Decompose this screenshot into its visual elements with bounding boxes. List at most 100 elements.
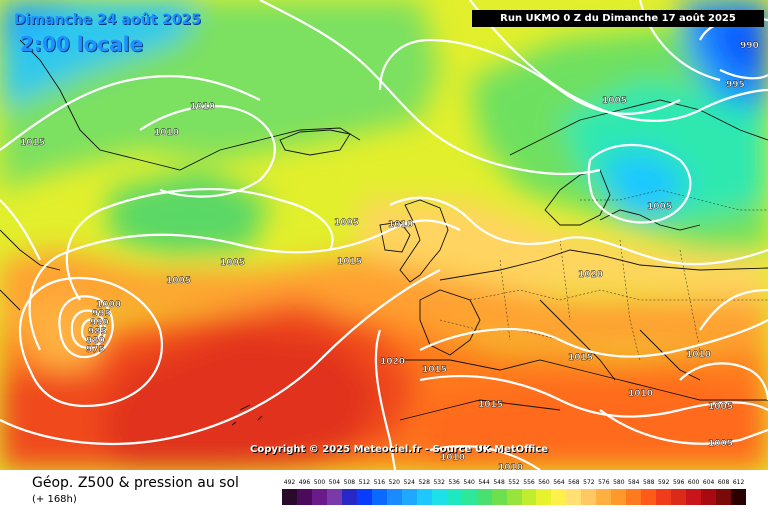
scale-value: 536 — [448, 479, 460, 486]
scale-swatch — [311, 489, 327, 505]
isobar-label: 1005 — [708, 402, 733, 412]
coastlines — [0, 39, 768, 426]
isobar-label: 995 — [726, 80, 745, 90]
scale-swatch — [356, 489, 372, 505]
scale-value: 540 — [463, 479, 475, 486]
scale-value: 596 — [672, 479, 685, 486]
geopotential-map: 1010 1010 1015 1005 1010 1005 1005 1015 … — [0, 0, 768, 470]
scale-value: 556 — [523, 479, 535, 486]
scale-swatch — [656, 489, 672, 505]
scale-swatch — [341, 489, 357, 505]
country-borders — [439, 189, 768, 361]
isobar-label: 1010 — [686, 350, 711, 360]
scale-value: 564 — [553, 479, 565, 486]
scale-swatch — [686, 489, 702, 505]
isobar-label: 1010 — [154, 128, 179, 138]
scale-swatch — [282, 489, 297, 505]
scale-value: 592 — [657, 479, 670, 486]
scale-value: 584 — [628, 479, 640, 486]
scale-swatch — [491, 489, 507, 505]
scale-swatch — [596, 489, 612, 505]
scale-swatch — [386, 489, 402, 505]
scale-swatch — [536, 489, 552, 505]
color-scale-values: 492 496 500 504 508 512 516 520 524 528 532 536 540 5… — [282, 479, 746, 486]
scale-value: 612 — [732, 479, 745, 486]
isobar-label: 1020 — [578, 270, 603, 280]
scale-swatch — [671, 489, 687, 505]
scale-value: 576 — [598, 479, 610, 486]
scale-value: 608 — [717, 479, 730, 486]
isobar-label: 1000 — [96, 300, 121, 310]
scale-value: 572 — [583, 479, 595, 486]
valid-date: Dimanche 24 août 2025 — [14, 12, 201, 28]
scale-swatch — [506, 489, 522, 505]
isobar-label: 995 — [92, 309, 111, 319]
isobar-label: 990 — [90, 318, 109, 328]
isobar-label: 1010 — [190, 102, 215, 112]
scale-value: 528 — [418, 479, 430, 486]
scale-swatch — [431, 489, 447, 505]
isobar-label: 1015 — [422, 365, 447, 375]
scale-swatch — [476, 489, 492, 505]
copyright-notice: Copyright © 2025 Meteociel.fr - Source U… — [250, 444, 549, 455]
scale-value: 516 — [373, 479, 386, 486]
scale-swatch — [416, 489, 432, 505]
scale-swatch — [581, 489, 597, 505]
scale-value: 520 — [388, 479, 400, 486]
scale-swatch — [326, 489, 342, 505]
scale-value: 568 — [568, 479, 580, 486]
scale-value: 524 — [403, 479, 415, 486]
isobar-label: 1020 — [380, 357, 405, 367]
isobar-label: 1010 — [440, 453, 465, 463]
isobar-label: 1005 — [166, 276, 191, 286]
local-time: 2:00 locale — [20, 32, 144, 56]
scale-value: 548 — [493, 479, 505, 486]
isobar-label: 1015 — [20, 138, 45, 148]
scale-swatch — [641, 489, 657, 505]
scale-value: 580 — [613, 479, 625, 486]
isobar-label: 975 — [86, 345, 105, 355]
scale-swatch — [446, 489, 462, 505]
scale-value: 588 — [643, 479, 655, 486]
isobar-label: 1005 — [334, 218, 359, 228]
scale-swatch — [566, 489, 582, 505]
geopotential-field — [0, 0, 768, 470]
isobar-label: 980 — [86, 336, 105, 346]
isobar-label: 1015 — [478, 400, 503, 410]
isobar-labels: 1010 1010 1015 1005 1010 1005 1005 1015 … — [20, 41, 759, 470]
scale-value: 600 — [687, 479, 700, 486]
scale-value: 508 — [343, 479, 356, 486]
scale-value: 492 — [283, 479, 296, 486]
scale-swatch — [461, 489, 477, 505]
scale-value: 500 — [313, 479, 326, 486]
isobar-label: 1015 — [568, 353, 593, 363]
scale-swatch — [701, 489, 717, 505]
isobar-label: 1005 — [220, 258, 245, 268]
isobar-label: 1010 — [388, 220, 413, 230]
isobar-label: 1005 — [602, 96, 627, 106]
scale-value: 544 — [478, 479, 490, 486]
forecast-hour: (+ 168h) — [32, 494, 77, 505]
scale-swatch — [716, 489, 732, 505]
parameter-title: Géop. Z500 & pression au sol — [32, 475, 239, 491]
scale-value: 512 — [358, 479, 371, 486]
run-info: Run UKMO 0 Z du Dimanche 17 août 2025 — [472, 10, 764, 27]
isobar-label: 990 — [740, 41, 759, 51]
color-scale: 492 496 500 504 508 512 516 520 524 528 532 536 540 5… — [282, 479, 747, 509]
scale-value: 496 — [298, 479, 311, 486]
scale-value: 604 — [702, 479, 715, 486]
scale-swatch — [371, 489, 387, 505]
isobar-label: 1005 — [647, 202, 672, 212]
scale-swatch — [296, 489, 312, 505]
isobar-label: 1005 — [708, 439, 733, 449]
scale-value: 552 — [508, 479, 520, 486]
scale-swatch — [551, 489, 567, 505]
color-scale-swatches — [282, 489, 747, 505]
isobar-label: 1010 — [498, 463, 523, 470]
isobar-label: 985 — [88, 327, 107, 337]
isobar-label: 1010 — [628, 389, 653, 399]
scale-value: 504 — [328, 479, 341, 486]
scale-swatch — [731, 489, 747, 505]
scale-value: 560 — [538, 479, 550, 486]
